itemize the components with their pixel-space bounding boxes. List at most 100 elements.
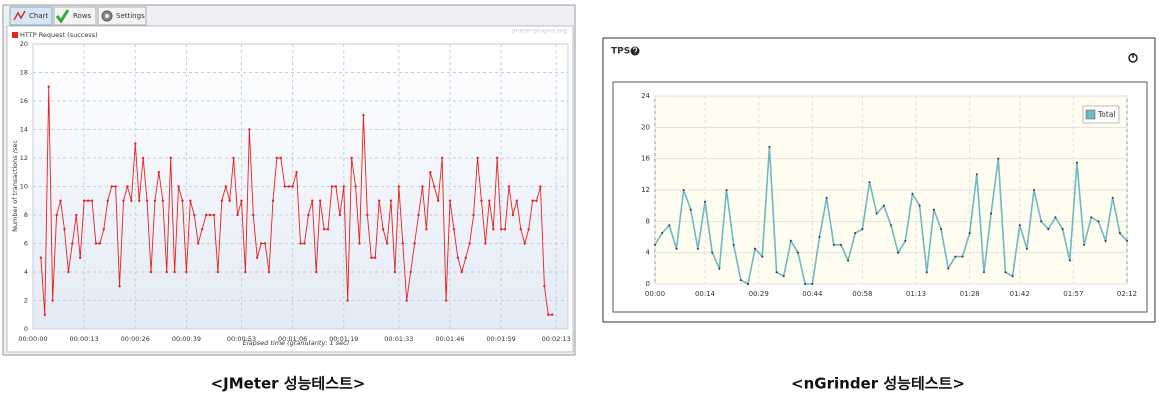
data-point bbox=[982, 271, 985, 274]
data-point bbox=[961, 255, 964, 258]
tab-label[interactable]: Rows bbox=[73, 12, 92, 20]
settings-icon bbox=[105, 14, 109, 18]
data-point bbox=[444, 299, 448, 302]
data-point bbox=[267, 270, 271, 274]
data-point bbox=[216, 270, 220, 274]
tab[interactable] bbox=[9, 6, 53, 26]
data-point bbox=[130, 199, 133, 202]
data-point bbox=[1054, 216, 1057, 219]
data-point bbox=[141, 156, 145, 160]
data-point bbox=[997, 157, 1000, 160]
y-tick-label: 2 bbox=[24, 297, 28, 305]
data-point bbox=[377, 199, 381, 202]
data-point bbox=[1083, 243, 1086, 246]
data-point bbox=[1025, 247, 1028, 250]
caption: <JMeter 성능테스트> bbox=[211, 375, 366, 393]
data-point bbox=[342, 185, 345, 188]
data-point bbox=[775, 271, 778, 274]
data-point bbox=[51, 299, 54, 302]
data-point bbox=[932, 208, 935, 211]
data-point bbox=[224, 185, 227, 188]
data-point bbox=[515, 199, 519, 202]
data-point bbox=[527, 228, 530, 231]
data-point bbox=[1047, 228, 1050, 231]
legend-swatch bbox=[12, 32, 18, 38]
data-point bbox=[417, 213, 420, 217]
data-point bbox=[897, 251, 900, 254]
data-point bbox=[448, 199, 452, 202]
data-point bbox=[173, 270, 176, 274]
data-point bbox=[732, 243, 735, 246]
data-point bbox=[393, 270, 397, 274]
y-tick-label: 8 bbox=[646, 217, 650, 225]
x-axis-label: Elapsed time (granularity: 1 sec) bbox=[243, 339, 350, 347]
data-point bbox=[832, 243, 835, 246]
data-point bbox=[169, 156, 172, 160]
x-tick-label: 00:01:06 bbox=[278, 335, 307, 343]
data-point bbox=[208, 213, 212, 217]
data-point bbox=[55, 213, 58, 217]
data-point bbox=[165, 270, 168, 274]
data-point bbox=[370, 256, 373, 259]
y-tick-label: 18 bbox=[20, 69, 28, 77]
data-point bbox=[436, 199, 440, 202]
x-tick-label: 00:14 bbox=[695, 290, 716, 298]
data-point bbox=[271, 199, 275, 202]
data-point bbox=[499, 228, 503, 231]
data-point bbox=[890, 224, 892, 227]
x-tick-label: 00:00:13 bbox=[70, 335, 99, 343]
x-tick-label: 00:00:53 bbox=[227, 335, 256, 343]
data-point bbox=[539, 185, 542, 188]
data-point bbox=[197, 242, 200, 245]
tab-label[interactable]: Chart bbox=[29, 12, 48, 20]
data-point bbox=[303, 242, 306, 245]
data-point bbox=[181, 199, 184, 202]
data-point bbox=[696, 247, 699, 250]
data-point bbox=[287, 185, 290, 188]
data-point bbox=[990, 212, 993, 215]
data-point bbox=[275, 156, 279, 160]
data-point bbox=[354, 185, 357, 188]
tab[interactable] bbox=[53, 6, 97, 26]
data-point bbox=[161, 199, 165, 202]
data-point bbox=[138, 199, 141, 202]
data-point bbox=[472, 213, 475, 217]
data-point bbox=[661, 232, 664, 235]
data-point bbox=[240, 199, 243, 202]
data-point bbox=[468, 242, 471, 245]
data-point bbox=[43, 313, 47, 316]
data-point bbox=[782, 275, 785, 278]
data-point bbox=[904, 239, 907, 242]
y-tick-label: 10 bbox=[20, 183, 28, 191]
data-point bbox=[149, 270, 153, 274]
y-tick-label: 14 bbox=[20, 126, 28, 134]
data-point bbox=[689, 208, 692, 211]
y-tick-label: 4 bbox=[24, 268, 28, 276]
data-point bbox=[204, 213, 208, 217]
data-point bbox=[307, 213, 310, 217]
data-point bbox=[94, 242, 98, 245]
data-point bbox=[495, 156, 499, 160]
data-point bbox=[409, 270, 412, 274]
data-point bbox=[523, 242, 526, 245]
data-point bbox=[220, 199, 224, 202]
data-point bbox=[1068, 259, 1071, 262]
data-point bbox=[675, 247, 678, 250]
data-point bbox=[71, 242, 74, 245]
data-point bbox=[326, 228, 330, 231]
data-point bbox=[811, 283, 814, 285]
data-point bbox=[385, 242, 389, 245]
data-point bbox=[1111, 196, 1114, 199]
data-point bbox=[256, 256, 259, 259]
x-tick-label: 00:01:46 bbox=[435, 335, 464, 343]
data-point bbox=[381, 228, 385, 231]
data-point bbox=[704, 200, 707, 203]
data-point bbox=[299, 242, 302, 245]
data-point bbox=[464, 256, 467, 259]
caption: <nGrinder 성능테스트> bbox=[791, 375, 965, 393]
data-point bbox=[315, 270, 318, 274]
data-point bbox=[153, 199, 157, 202]
data-point bbox=[882, 204, 885, 207]
tab-label[interactable]: Settings bbox=[116, 12, 145, 20]
data-point bbox=[1040, 220, 1043, 223]
